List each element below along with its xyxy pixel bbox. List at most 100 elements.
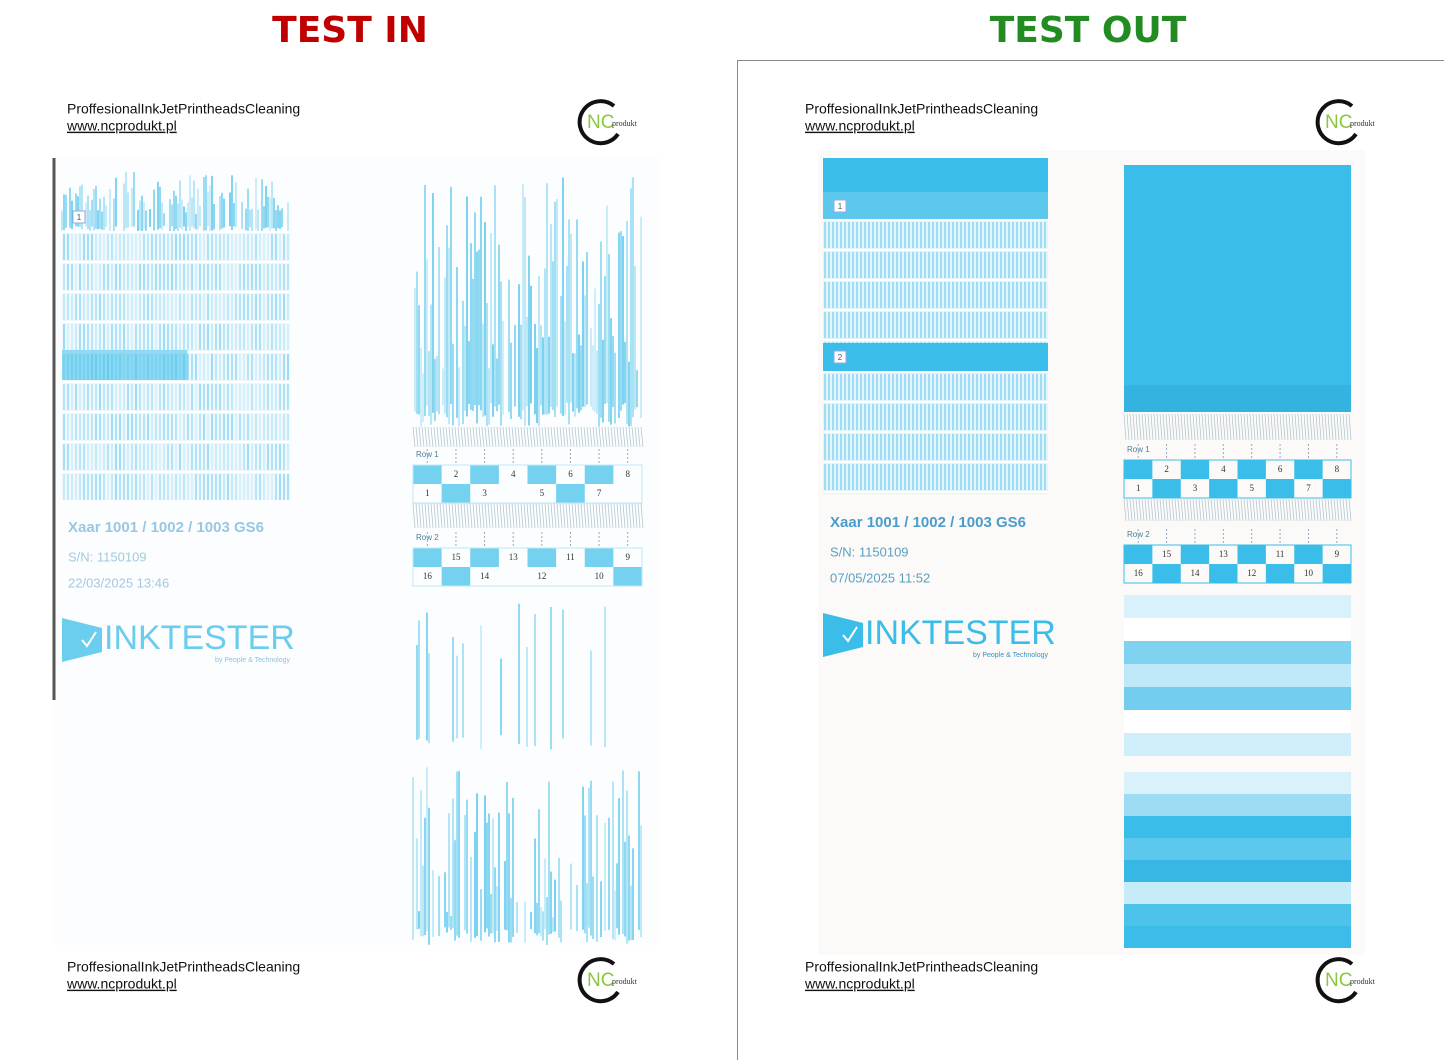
hatch <box>514 502 518 529</box>
hatch <box>547 502 551 529</box>
hatch <box>1342 413 1346 441</box>
hatch <box>493 502 497 529</box>
hatch <box>1315 413 1319 441</box>
checker-cell <box>1265 564 1295 583</box>
timestamp: 07/05/2025 11:52 <box>830 570 930 585</box>
hatch <box>475 502 479 529</box>
hatch <box>514 426 518 448</box>
hatch <box>1144 498 1148 522</box>
hatch <box>1312 413 1316 441</box>
hatch <box>421 502 425 529</box>
hatch <box>457 502 461 529</box>
hatch <box>628 502 632 529</box>
hatch <box>1132 413 1136 441</box>
hatch <box>1129 413 1133 441</box>
hatch <box>547 426 551 448</box>
hatch <box>1333 413 1337 441</box>
hatch <box>571 426 575 448</box>
hatch <box>430 426 434 448</box>
hatch <box>619 426 623 448</box>
hatch <box>1147 498 1151 522</box>
block-number: 1 <box>838 202 843 211</box>
hatch <box>574 502 578 529</box>
hatch <box>1237 498 1241 522</box>
density-band <box>1124 926 1351 948</box>
hatch <box>523 502 527 529</box>
hatch <box>1267 498 1271 522</box>
hatch <box>613 426 617 448</box>
hatch <box>1231 498 1235 522</box>
hatch <box>475 426 479 448</box>
hatch <box>511 502 515 529</box>
hatch <box>1321 498 1325 522</box>
hatch <box>562 426 566 448</box>
density-band <box>1124 816 1351 838</box>
hatch <box>628 426 632 448</box>
checker-frame <box>412 547 643 587</box>
hatch <box>1174 413 1178 441</box>
checker-number: 16 <box>423 571 433 581</box>
hatch <box>1183 498 1187 522</box>
hatch <box>415 426 419 448</box>
hatch <box>1285 413 1289 441</box>
hatch <box>1297 413 1301 441</box>
hatch <box>640 426 644 448</box>
checker-frame <box>1123 459 1352 499</box>
hatch <box>1177 498 1181 522</box>
hatch <box>541 502 545 529</box>
checker-number: 15 <box>1162 549 1172 559</box>
hatch <box>577 426 581 448</box>
hatch <box>616 426 620 448</box>
hatch <box>1195 498 1199 522</box>
hatch <box>499 426 503 448</box>
hatch <box>433 426 437 448</box>
hatch <box>580 502 584 529</box>
hatch <box>451 426 455 448</box>
hatch <box>535 426 539 448</box>
checker-number: 14 <box>480 571 490 581</box>
hatch <box>1174 498 1178 522</box>
hatch <box>556 502 560 529</box>
logo-mark: NC <box>1325 970 1352 991</box>
hatch <box>1306 413 1310 441</box>
hatch <box>1162 498 1166 522</box>
hatch <box>424 502 428 529</box>
checker-number: 9 <box>625 552 630 562</box>
hatch <box>1213 413 1217 441</box>
hatch <box>1198 498 1202 522</box>
hatch <box>1243 413 1247 441</box>
density-band <box>1124 882 1351 904</box>
hatch <box>445 426 449 448</box>
hatch <box>583 426 587 448</box>
checker-number: 12 <box>1247 568 1256 578</box>
hatch <box>1171 498 1175 522</box>
hatch <box>589 502 593 529</box>
hatch <box>1291 413 1295 441</box>
checker-number: 6 <box>1278 464 1283 474</box>
hatch <box>1276 413 1280 441</box>
hatch <box>1258 413 1262 441</box>
hatch <box>1279 413 1283 441</box>
solid-fill <box>1124 165 1351 412</box>
hatch <box>427 502 431 529</box>
hatch <box>580 426 584 448</box>
hatch <box>562 502 566 529</box>
hatch <box>577 502 581 529</box>
checker-cell <box>1209 564 1238 583</box>
hatch <box>1261 413 1265 441</box>
hatch <box>598 502 602 529</box>
hatch <box>454 426 458 448</box>
hatch <box>1240 413 1244 441</box>
checker-cell <box>584 548 614 567</box>
hatch <box>598 426 602 448</box>
checker-number: 16 <box>1134 568 1144 578</box>
hatch <box>1306 498 1310 522</box>
hatch <box>1324 413 1328 441</box>
hatch <box>1255 413 1259 441</box>
checker-cell <box>470 548 499 567</box>
checker-cell <box>470 465 499 484</box>
hatch <box>601 502 605 529</box>
hatch <box>538 502 542 529</box>
hatch <box>1342 498 1346 522</box>
